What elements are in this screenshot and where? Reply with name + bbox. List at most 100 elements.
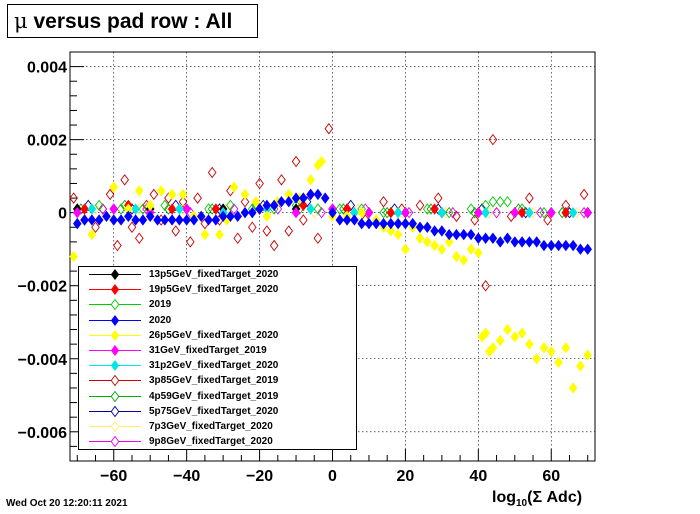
data-point: [200, 228, 210, 241]
legend-symbol: [110, 360, 120, 372]
legend-symbol: [110, 420, 120, 433]
data-point: [299, 214, 308, 226]
data-point: [357, 206, 366, 219]
data-point: [452, 210, 461, 223]
data-point: [444, 228, 454, 241]
data-point: [102, 210, 111, 223]
data-point: [175, 214, 184, 226]
data-point: [583, 243, 592, 255]
data-point: [452, 250, 461, 263]
x-tick-label: 60: [542, 468, 560, 485]
legend-symbol: [110, 314, 120, 326]
data-point: [357, 217, 366, 230]
data-points: [69, 122, 593, 394]
x-tick-label: −20: [246, 468, 273, 485]
x-axis-title-sub: 10: [516, 498, 528, 510]
data-point: [379, 195, 388, 208]
data-point: [448, 206, 458, 219]
data-point: [503, 232, 512, 244]
legend-marker: [89, 435, 141, 448]
data-point: [474, 206, 483, 219]
x-axis-title-rest: (Σ Adc): [527, 489, 583, 506]
data-point: [430, 203, 439, 215]
x-tick-label: 40: [469, 468, 487, 485]
data-point: [350, 214, 359, 226]
data-point: [207, 166, 217, 179]
data-point: [269, 199, 279, 212]
data-point: [211, 203, 221, 215]
data-point: [251, 196, 261, 208]
legend-marker: [89, 284, 141, 296]
data-point: [488, 195, 498, 208]
data-point: [160, 199, 170, 212]
legend-entry: 7p3GeV_fixedTarget_2020: [79, 419, 356, 434]
data-point: [401, 243, 410, 255]
data-point: [211, 214, 221, 226]
data-point: [171, 199, 181, 212]
data-point: [167, 214, 177, 226]
timestamp: Wed Oct 20 12:20:11 2021: [6, 498, 128, 509]
legend-symbol: [110, 299, 120, 311]
data-point: [503, 195, 512, 208]
data-point: [153, 214, 162, 226]
data-point: [401, 217, 410, 230]
data-point: [401, 206, 410, 219]
data-point: [269, 239, 279, 252]
legend-marker: [89, 360, 141, 372]
data-point: [470, 214, 480, 226]
legend-symbol: [110, 329, 120, 341]
data-point: [422, 203, 432, 215]
data-point: [430, 239, 439, 252]
data-point: [226, 199, 235, 212]
legend-entry: 19p5GeV_fixedTarget_2020: [79, 282, 356, 297]
data-point: [182, 214, 191, 226]
legend-entry: 26p5GeV_fixedTarget_2020: [79, 328, 356, 343]
data-point: [514, 203, 523, 215]
data-point: [178, 195, 188, 208]
data-point: [145, 199, 155, 212]
data-point: [69, 192, 78, 204]
data-point: [131, 214, 140, 226]
legend-marker: [89, 420, 141, 433]
data-point: [474, 232, 483, 244]
data-point: [364, 217, 374, 230]
legend-label: 2019: [149, 299, 172, 311]
data-point: [335, 203, 345, 215]
data-point: [69, 250, 78, 263]
data-point: [116, 214, 126, 226]
legend-label: 2020: [149, 314, 172, 326]
data-point: [415, 199, 425, 212]
data-point: [554, 239, 563, 252]
data-point: [80, 203, 89, 215]
data-point: [437, 206, 447, 219]
x-tick-label: −60: [100, 468, 127, 485]
data-point: [105, 188, 115, 201]
x-tick-label: 20: [397, 468, 415, 485]
data-point: [477, 203, 487, 215]
data-point: [488, 342, 498, 354]
data-point: [127, 221, 137, 234]
data-point: [167, 188, 177, 201]
data-point: [466, 203, 476, 215]
data-point: [532, 236, 541, 248]
data-point: [262, 199, 272, 212]
data-point: [444, 236, 454, 248]
data-point: [393, 217, 403, 230]
data-point: [525, 338, 534, 350]
data-point: [561, 342, 571, 354]
data-point: [218, 210, 228, 223]
data-point: [277, 174, 286, 186]
data-point: [229, 181, 239, 193]
data-point: [284, 225, 294, 237]
data-point: [113, 239, 122, 252]
data-point: [291, 155, 301, 168]
data-point: [193, 192, 202, 204]
data-point: [525, 206, 534, 219]
legend-label: 7p3GeV_fixedTarget_2020: [149, 421, 273, 432]
data-point: [423, 221, 432, 233]
data-point: [474, 247, 483, 259]
legend-marker: [89, 375, 141, 387]
data-point: [109, 203, 119, 215]
data-point: [481, 232, 490, 244]
data-point: [291, 206, 301, 219]
